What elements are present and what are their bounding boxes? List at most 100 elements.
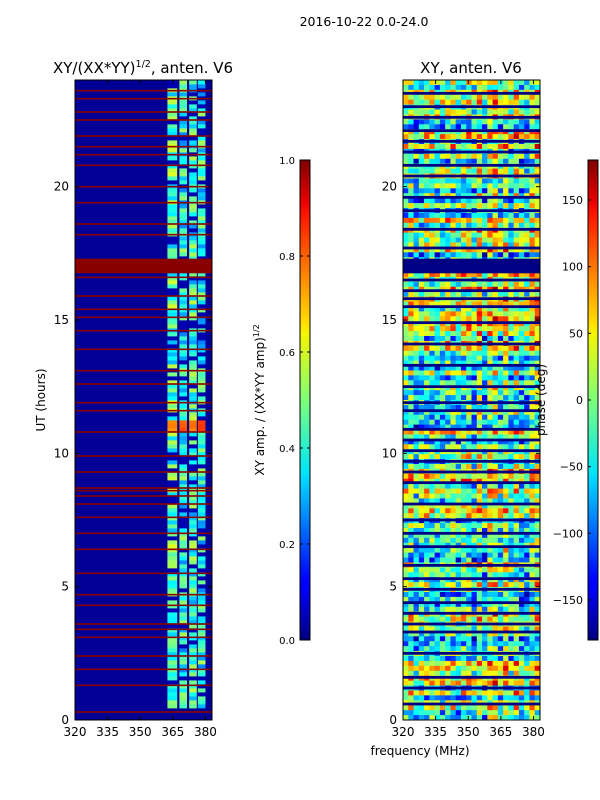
phase-cell [403,715,409,721]
phase-cell [524,483,530,490]
phase-cell [492,198,499,204]
amp-flag-line [75,503,212,505]
phase-cell [413,488,420,494]
amp-channel-cell [179,80,187,85]
phase-cell [408,153,414,160]
phase-cell [518,626,525,632]
phase-cell [445,532,451,539]
phase-cell [445,414,451,421]
phase-cell [492,665,499,672]
phase-cell [424,493,430,499]
amp-channel-cell [179,664,187,669]
phase-cell [497,419,504,426]
amp-channel-cell [197,116,206,121]
amp-channel-cell [189,456,197,461]
phase-cell [439,360,446,366]
phase-cell [418,242,425,248]
phase-cell [524,301,530,307]
amp-channel-cell [167,688,178,693]
phase-cell [529,193,536,199]
phase-cell [482,134,488,140]
amp-channel-cell [189,508,197,513]
phase-cell [476,547,483,554]
amp-channel-cell [167,284,178,289]
phase-cell [492,483,499,490]
phase-cell [503,237,509,243]
phase-cell [418,409,425,416]
phase-cell [455,498,462,504]
amp-channel-cell [197,212,206,217]
phase-cell [408,454,414,460]
phase-cell [403,592,409,598]
amp-channel-cell [167,416,178,421]
phase-cell [434,660,441,667]
phase-cell [471,84,478,91]
phase-cell [466,84,472,91]
amp-colorbar-tick-label: 0.8 [279,252,295,263]
phase-cell [450,222,457,229]
amp-channel-cell [189,632,197,637]
phase-cell [424,109,430,115]
phase-cell [455,188,462,194]
phase-cell [408,656,414,662]
amp-flag-line [75,628,212,631]
phase-cell [497,99,504,106]
amp-channel-cell [179,700,187,705]
phase-cell [466,641,472,647]
phase-cell [413,710,420,716]
phase-cell [524,119,530,125]
phase-cell [429,350,436,357]
phase-cell [476,242,483,248]
phase-cell [408,567,414,573]
phase-cell [439,222,446,229]
phase-cell [403,631,409,637]
phase-cell [429,528,436,534]
phase-cell [524,272,530,278]
amp-channel-cell [197,600,206,605]
amp-channel-cell [197,468,206,473]
phase-cell [424,178,430,184]
phase-cell [413,444,420,450]
phase-cell [450,193,457,199]
phase-flag-line [403,227,540,231]
phase-flag-line [403,129,540,133]
amp-channel-cell [197,460,206,465]
amp-channel-cell [189,352,197,357]
phase-cell [508,646,515,652]
phase-cell [471,429,478,435]
phase-cell [429,715,436,721]
phase-cell [487,188,493,194]
phase-flag-line [403,651,540,655]
phase-cell [492,119,499,125]
phase-cell [429,656,436,662]
phase-cell [455,429,462,435]
phase-cell [492,232,499,238]
phase-cell [466,473,472,480]
phase-cell [513,375,520,381]
phase-cell [476,532,483,539]
amp-channel-cell [179,116,187,121]
phase-cell [455,301,462,307]
amp-channel-cell [179,244,187,249]
phase-cell [413,326,420,332]
phase-cell [518,242,525,248]
phase-cell [429,326,436,332]
phase-cell [413,217,420,224]
phase-cell [508,203,515,209]
phase-cell [403,355,409,362]
phase-cell [482,626,488,632]
phase-cell [403,552,409,558]
phase-cell [476,424,483,430]
phase-cell [471,592,478,598]
phase-cell [455,336,462,342]
phase-cell [482,306,488,312]
phase-flag-line [403,246,540,250]
phase-cell [497,390,504,396]
phase-cell [476,119,483,125]
phase-cell [524,715,530,721]
amp-channel-cell [167,244,178,249]
phase-flag-line [403,363,540,367]
amp-channel-cell [197,436,206,441]
amp-channel-cell [197,484,206,489]
phase-cell [476,153,483,160]
